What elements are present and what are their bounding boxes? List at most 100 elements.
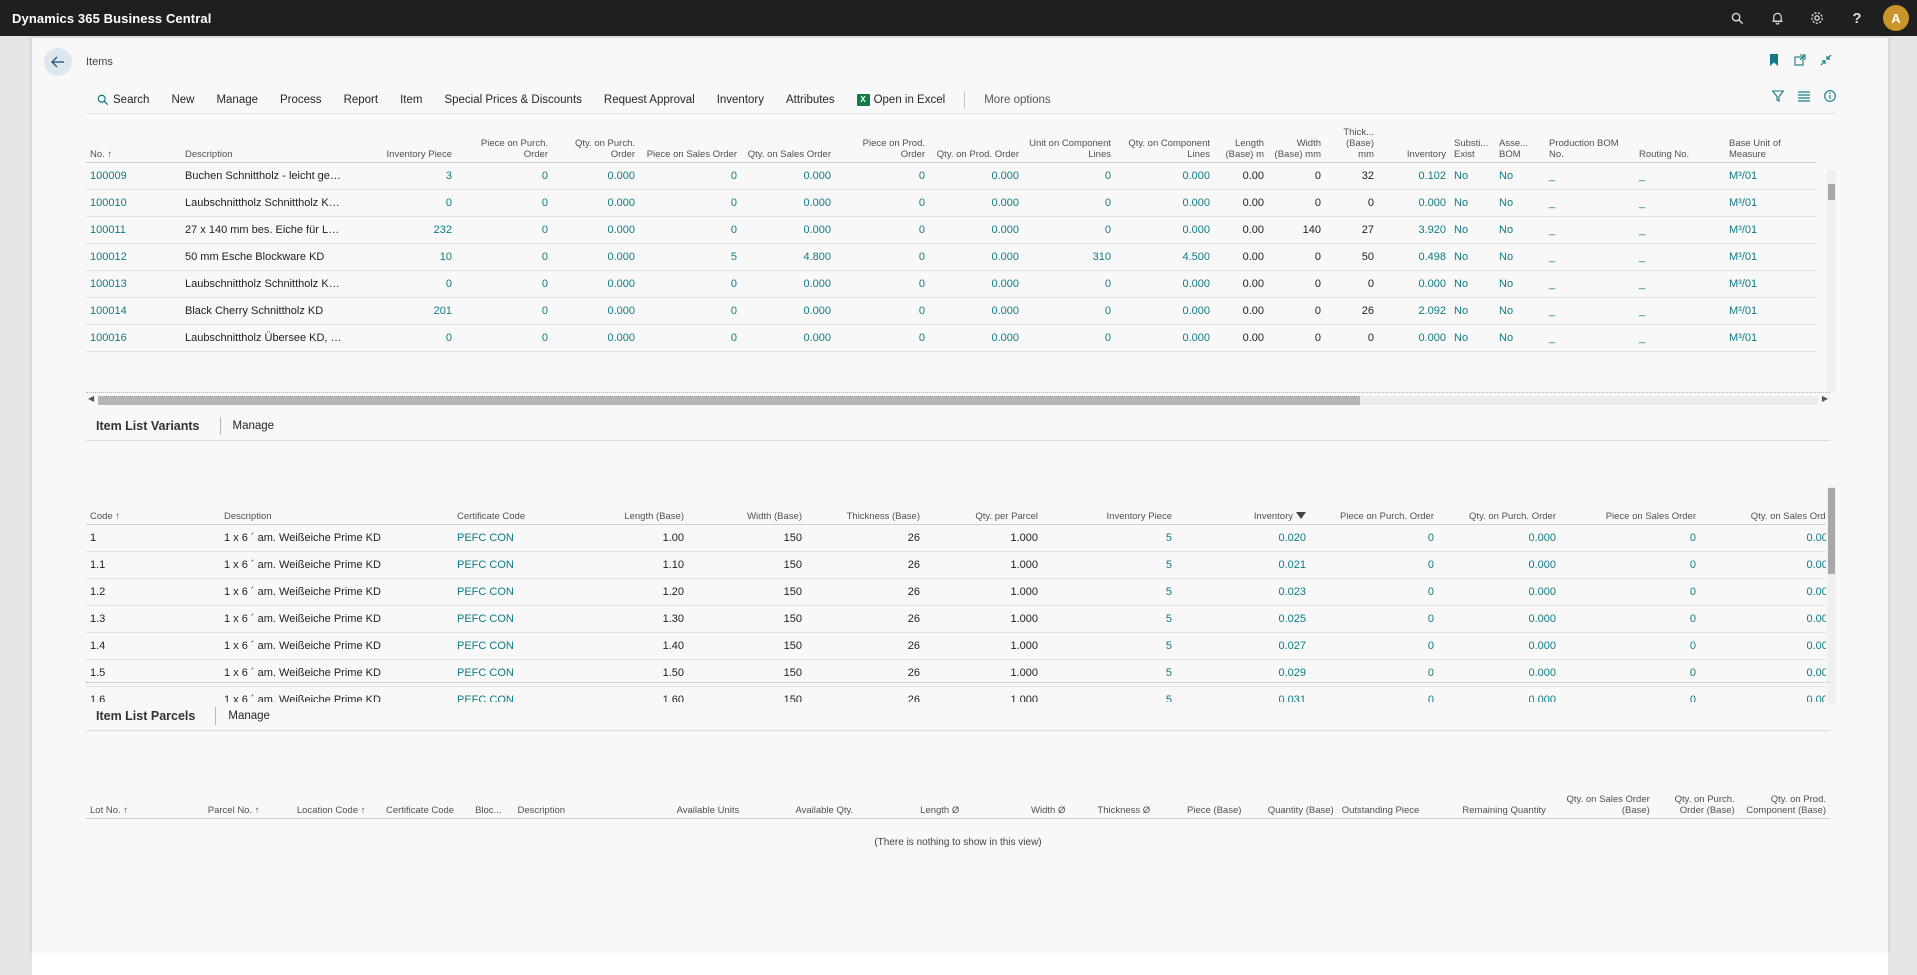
table-cell[interactable]: 5 — [1042, 605, 1176, 633]
parcels-column-header[interactable]: Quantity (Base) — [1245, 780, 1337, 818]
table-cell[interactable]: 0.000 — [1378, 189, 1450, 217]
table-cell[interactable]: 0 — [1023, 324, 1115, 352]
variants-column-header[interactable]: Thickness (Base) — [806, 500, 924, 524]
table-cell[interactable]: 3 — [346, 162, 456, 190]
bell-icon[interactable] — [1757, 0, 1797, 36]
table-cell[interactable]: 0.000 — [1115, 189, 1214, 217]
table-cell[interactable]: 100010 — [86, 189, 181, 217]
table-cell[interactable]: 0 — [456, 189, 552, 217]
table-cell[interactable]: _ — [1545, 270, 1635, 298]
table-cell[interactable]: No — [1450, 162, 1495, 190]
table-cell[interactable]: 0 — [346, 270, 456, 298]
inventory-menu[interactable]: Inventory — [716, 93, 764, 106]
items-column-header[interactable]: Qty. on Purch. Order — [552, 122, 639, 162]
table-cell[interactable]: _ — [1635, 162, 1725, 190]
items-column-header[interactable]: Asse... BOM — [1495, 122, 1545, 162]
table-cell[interactable]: PEFC CON — [453, 605, 578, 633]
table-cell[interactable]: 0 — [456, 324, 552, 352]
items-column-header[interactable]: Inventory — [1378, 122, 1450, 162]
parcels-column-header[interactable]: Available Qty. — [757, 780, 857, 818]
table-cell[interactable]: 0 — [1023, 270, 1115, 298]
table-cell[interactable]: M³/01 — [1725, 216, 1816, 244]
table-cell[interactable]: No — [1495, 324, 1545, 352]
table-cell[interactable]: 0 — [639, 324, 741, 352]
table-cell[interactable]: 0.000 — [1438, 605, 1560, 633]
table-cell[interactable]: 0.029 — [1176, 659, 1310, 687]
table-cell[interactable]: 0.000 — [1700, 605, 1826, 633]
table-cell[interactable]: 0.000 — [929, 297, 1023, 325]
table-cell[interactable]: _ — [1545, 297, 1635, 325]
items-vscroll-thumb[interactable] — [1828, 184, 1835, 200]
items-column-header[interactable]: Qty. on Sales Order — [741, 122, 835, 162]
table-cell[interactable]: 0 — [456, 243, 552, 271]
table-cell[interactable]: PEFC CON — [453, 659, 578, 687]
variants-column-header[interactable]: Piece on Sales Order — [1560, 500, 1700, 524]
table-cell[interactable]: PEFC CON — [453, 524, 578, 552]
parcels-column-header[interactable]: Location Code ↑ — [293, 780, 382, 818]
table-cell[interactable]: 0 — [835, 270, 929, 298]
parcels-column-header[interactable]: Qty. on Sales Order (Base) — [1550, 780, 1654, 818]
variants-manage-button[interactable]: Manage — [232, 419, 275, 432]
table-cell[interactable]: _ — [1545, 162, 1635, 190]
table-cell[interactable]: 0.000 — [1438, 632, 1560, 660]
variants-vertical-scrollbar[interactable] — [1827, 486, 1836, 704]
table-cell[interactable]: 0 — [639, 189, 741, 217]
request-approval-menu[interactable]: Request Approval — [603, 93, 695, 106]
variants-column-header[interactable]: Inventory — [1176, 500, 1310, 524]
items-column-header[interactable]: Thick... (Base) mm — [1325, 122, 1378, 162]
table-cell[interactable]: 0 — [1310, 551, 1438, 579]
table-cell[interactable]: No — [1450, 270, 1495, 298]
table-cell[interactable]: 0.000 — [741, 297, 835, 325]
table-cell[interactable]: 232 — [346, 216, 456, 244]
table-row[interactable]: 1.6 1 x 6 ´ am. Weißeiche Prime KD PEFC CO… — [86, 686, 1826, 702]
table-cell[interactable]: 0.027 — [1176, 632, 1310, 660]
table-row[interactable]: 100014 Black Cherry Schnittholz KD 201 0 0.0… — [86, 297, 1816, 325]
table-cell[interactable]: 0.498 — [1378, 243, 1450, 271]
table-cell[interactable]: No — [1495, 189, 1545, 217]
table-cell[interactable]: 0.000 — [552, 162, 639, 190]
table-cell[interactable]: 0 — [456, 270, 552, 298]
table-cell[interactable]: 0.020 — [1176, 524, 1310, 552]
table-cell[interactable]: 0.000 — [1115, 297, 1214, 325]
table-cell[interactable]: 0.102 — [1378, 162, 1450, 190]
table-cell[interactable]: 0 — [1560, 659, 1700, 687]
table-row[interactable]: 1.2 1 x 6 ´ am. Weißeiche Prime KD PEFC CO… — [86, 578, 1826, 606]
table-cell[interactable]: 0.000 — [1700, 551, 1826, 579]
info-icon[interactable] — [1824, 90, 1836, 105]
special-prices-menu[interactable]: Special Prices & Discounts — [444, 93, 582, 106]
table-cell[interactable]: 201 — [346, 297, 456, 325]
table-cell[interactable]: 0.000 — [741, 189, 835, 217]
table-cell[interactable]: PEFC CON — [453, 686, 578, 702]
table-cell[interactable]: No — [1450, 324, 1495, 352]
table-cell[interactable]: 0.025 — [1176, 605, 1310, 633]
table-cell[interactable]: 0.000 — [1438, 686, 1560, 702]
items-column-header[interactable]: Unit on Component Lines — [1023, 122, 1115, 162]
table-cell[interactable]: 0.000 — [1438, 659, 1560, 687]
parcels-column-header[interactable]: Available Units — [673, 780, 758, 818]
variants-column-header[interactable]: Width (Base) — [688, 500, 806, 524]
table-cell[interactable]: No — [1495, 216, 1545, 244]
variants-column-header[interactable]: Certificate Code — [453, 500, 578, 524]
table-cell[interactable]: 0 — [639, 270, 741, 298]
table-cell[interactable]: _ — [1545, 324, 1635, 352]
table-cell[interactable]: 0.000 — [552, 297, 639, 325]
variants-column-header[interactable]: Length (Base) — [578, 500, 688, 524]
table-cell[interactable]: 100009 — [86, 162, 181, 190]
table-cell[interactable]: 0.000 — [552, 189, 639, 217]
table-row[interactable]: 100009 Buchen Schnittholz - leicht ged...… — [86, 162, 1816, 190]
table-cell[interactable]: 0.000 — [1115, 324, 1214, 352]
table-cell[interactable]: 0.000 — [552, 270, 639, 298]
table-cell[interactable]: 0.000 — [741, 324, 835, 352]
table-cell[interactable]: 0 — [639, 216, 741, 244]
table-cell[interactable]: 0.000 — [1115, 162, 1214, 190]
table-cell[interactable]: 0 — [1023, 162, 1115, 190]
items-column-header[interactable]: Routing No. — [1635, 122, 1725, 162]
table-cell[interactable]: 5 — [1042, 632, 1176, 660]
table-cell[interactable]: 0 — [835, 243, 929, 271]
table-cell[interactable]: 100014 — [86, 297, 181, 325]
table-cell[interactable]: 0.000 — [741, 216, 835, 244]
table-cell[interactable]: 0.000 — [929, 162, 1023, 190]
table-cell[interactable]: 0.000 — [741, 162, 835, 190]
table-cell[interactable]: 5 — [1042, 686, 1176, 702]
